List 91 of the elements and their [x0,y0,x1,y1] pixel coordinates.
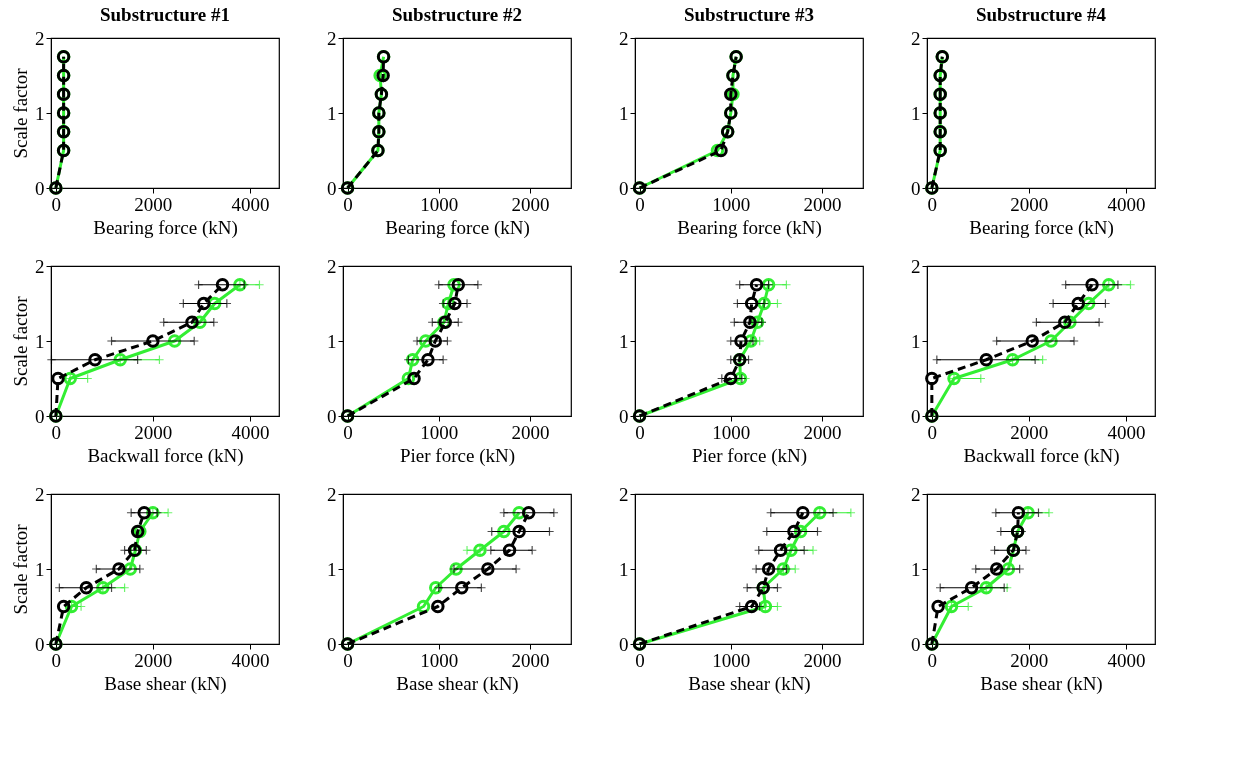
y-tick-label: 1 [619,102,629,124]
y-tick-label: 1 [327,330,337,352]
y-tick-label: 2 [619,255,629,277]
x-axis-title: Bearing force (kN) [677,216,822,239]
y-tick-label: 1 [911,558,921,580]
x-axis-title: Pier force (kN) [691,444,808,467]
y-tick-label: 1 [35,102,45,124]
x-tick-label: 4000 [231,649,270,671]
chart-title: Substructure #2 [391,4,523,25]
x-axis-title: Base shear (kN) [396,672,519,695]
y-tick-label: 1 [911,330,921,352]
x-tick-label: 0 [51,193,62,215]
x-tick-label: 4000 [231,421,270,443]
x-tick-label: 4000 [231,193,270,215]
y-tick-label: 0 [327,405,337,427]
y-tick-label: 2 [327,483,337,505]
y-tick-label: 0 [619,633,629,655]
chart-title: Substructure #4 [975,4,1107,25]
x-tick-label: 4000 [1107,193,1146,215]
x-tick-label: 2000 [511,649,550,671]
y-axis-title: Scale factor [10,67,31,159]
x-tick-label: 0 [343,421,353,443]
x-tick-label: 1000 [420,649,459,671]
x-tick-label: 4000 [1107,421,1146,443]
x-tick-label: 0 [927,421,938,443]
y-tick-label: 1 [35,330,45,352]
x-tick-label: 0 [51,421,62,443]
x-tick-label: 2000 [134,649,173,671]
x-tick-label: 2000 [803,193,842,215]
y-tick-label: 2 [327,255,337,277]
x-tick-label: 2000 [1010,193,1049,215]
x-tick-label: 2000 [511,193,550,215]
x-axis-title: Backwall force (kN) [87,444,244,467]
y-tick-label: 0 [35,177,45,199]
x-tick-label: 2000 [511,421,550,443]
x-tick-label: 1000 [712,421,751,443]
x-tick-label: 0 [635,193,645,215]
y-tick-label: 2 [911,255,921,277]
y-tick-label: 2 [911,483,921,505]
x-tick-label: 4000 [1107,649,1146,671]
x-axis-title: Backwall force (kN) [963,444,1120,467]
y-tick-label: 1 [619,558,629,580]
y-tick-label: 0 [327,633,337,655]
x-tick-label: 0 [635,649,645,671]
y-axis-title: Scale factor [10,295,31,387]
x-tick-label: 1000 [420,421,459,443]
x-tick-label: 2000 [1010,649,1049,671]
x-tick-label: 0 [927,193,938,215]
y-tick-label: 0 [911,633,921,655]
y-tick-label: 0 [35,405,45,427]
y-tick-label: 1 [911,102,921,124]
x-axis-title: Bearing force (kN) [93,216,238,239]
x-axis-title: Bearing force (kN) [969,216,1114,239]
x-tick-label: 2000 [803,649,842,671]
x-axis-title: Bearing force (kN) [385,216,530,239]
y-tick-label: 0 [327,177,337,199]
x-tick-label: 0 [927,649,938,671]
x-axis-title: Base shear (kN) [104,672,227,695]
x-tick-label: 0 [635,421,645,443]
chart-title: Substructure #3 [683,4,815,25]
x-tick-label: 2000 [134,193,173,215]
y-tick-label: 1 [327,102,337,124]
x-tick-label: 2000 [1010,421,1049,443]
x-axis-title: Base shear (kN) [688,672,811,695]
y-tick-label: 0 [619,177,629,199]
y-tick-label: 0 [911,177,921,199]
y-tick-label: 2 [911,27,921,49]
x-tick-label: 0 [343,193,353,215]
y-tick-label: 0 [911,405,921,427]
x-tick-label: 1000 [712,193,751,215]
y-tick-label: 1 [327,558,337,580]
y-tick-label: 2 [619,27,629,49]
x-tick-label: 0 [51,649,62,671]
y-tick-label: 2 [619,483,629,505]
y-tick-label: 0 [35,633,45,655]
y-tick-label: 2 [35,27,45,49]
x-tick-label: 1000 [420,193,459,215]
y-tick-label: 1 [35,558,45,580]
x-tick-label: 2000 [134,421,173,443]
x-tick-label: 0 [343,649,353,671]
y-axis-title: Scale factor [10,523,31,615]
x-axis-title: Pier force (kN) [399,444,516,467]
x-axis-title: Base shear (kN) [980,672,1103,695]
y-tick-label: 0 [619,405,629,427]
x-tick-label: 2000 [803,421,842,443]
x-tick-label: 1000 [712,649,751,671]
y-tick-label: 2 [35,255,45,277]
chart-title: Substructure #1 [99,4,231,25]
y-tick-label: 2 [327,27,337,49]
y-tick-label: 2 [35,483,45,505]
y-tick-label: 1 [619,330,629,352]
